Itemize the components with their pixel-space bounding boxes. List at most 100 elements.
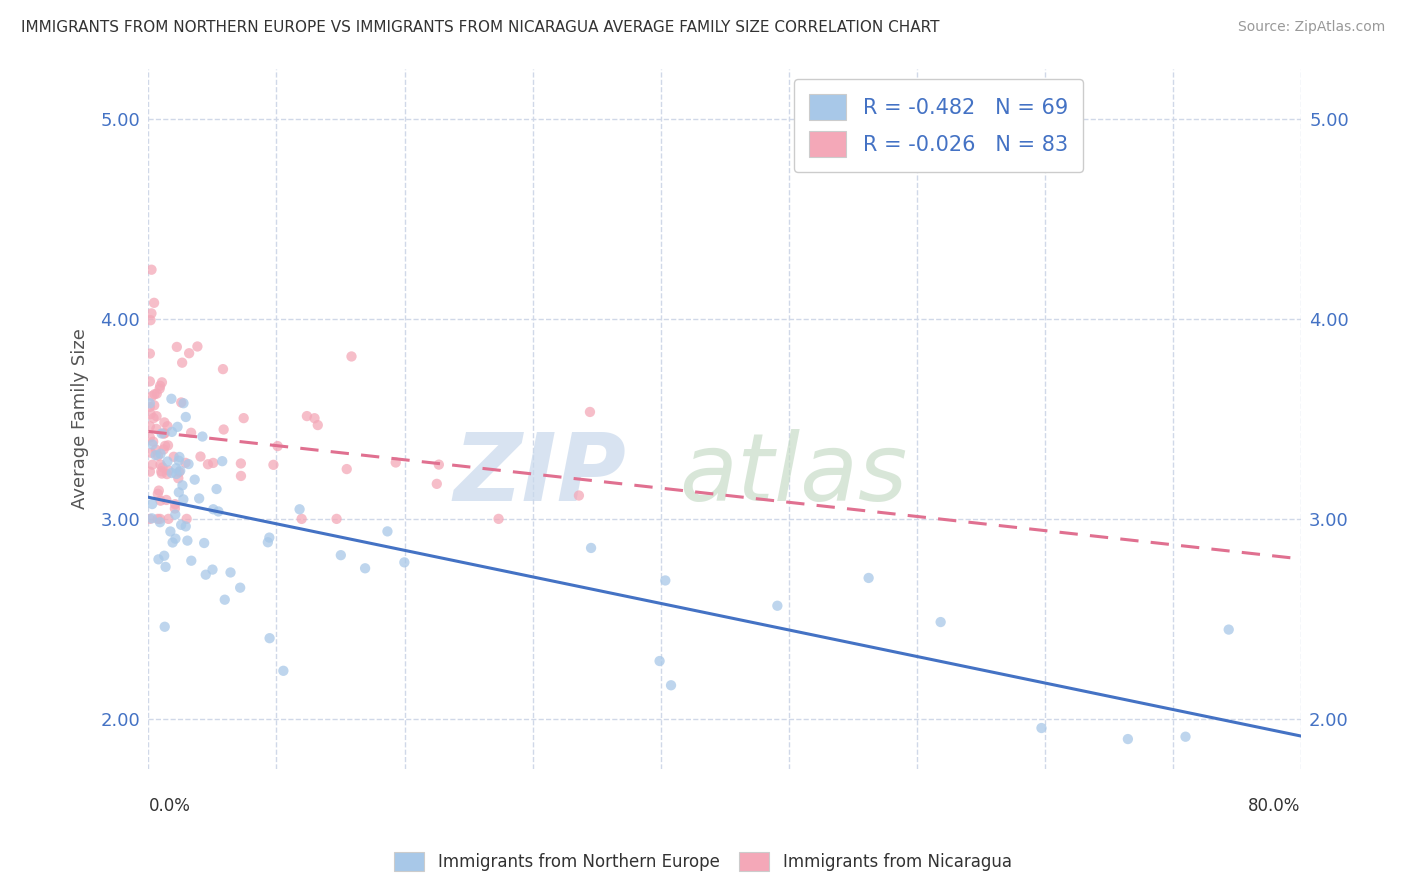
- Point: [153, 426, 176, 441]
- Point: [156, 454, 179, 468]
- Point: [141, 389, 163, 403]
- Point: [166, 467, 188, 481]
- Point: [1218, 623, 1240, 637]
- Point: [146, 512, 169, 526]
- Point: [648, 654, 671, 668]
- Point: [568, 489, 591, 503]
- Point: [166, 420, 188, 434]
- Point: [172, 356, 194, 370]
- Point: [155, 492, 177, 507]
- Point: [139, 396, 162, 410]
- Point: [179, 346, 201, 360]
- Point: [141, 437, 163, 451]
- Point: [167, 485, 190, 500]
- Point: [212, 362, 235, 376]
- Point: [139, 400, 162, 414]
- Point: [205, 482, 228, 496]
- Point: [165, 532, 187, 546]
- Point: [167, 471, 190, 485]
- Point: [141, 306, 163, 320]
- Point: [169, 465, 191, 479]
- Point: [153, 549, 176, 563]
- Point: [257, 535, 280, 549]
- Point: [190, 450, 212, 464]
- Point: [266, 439, 288, 453]
- Point: [139, 407, 162, 421]
- Point: [153, 416, 176, 430]
- Point: [174, 519, 197, 533]
- Point: [160, 466, 183, 480]
- Point: [173, 396, 195, 410]
- Point: [149, 515, 172, 529]
- Point: [929, 615, 952, 629]
- Point: [139, 375, 162, 389]
- Point: [170, 517, 193, 532]
- Point: [259, 631, 281, 645]
- Point: [143, 398, 166, 412]
- Point: [157, 512, 180, 526]
- Point: [141, 458, 163, 472]
- Point: [149, 458, 172, 472]
- Point: [394, 555, 416, 569]
- Point: [325, 512, 347, 526]
- Point: [159, 524, 181, 539]
- Point: [229, 469, 252, 483]
- Point: [329, 548, 352, 562]
- Point: [143, 387, 166, 401]
- Point: [232, 411, 254, 425]
- Point: [160, 425, 183, 439]
- Point: [194, 567, 217, 582]
- Point: [139, 313, 162, 327]
- Point: [377, 524, 399, 539]
- Point: [149, 379, 172, 393]
- Point: [141, 511, 163, 525]
- Point: [766, 599, 789, 613]
- Text: 80.0%: 80.0%: [1249, 797, 1301, 815]
- Point: [143, 295, 166, 310]
- Point: [149, 382, 172, 396]
- Text: atlas: atlas: [679, 429, 908, 520]
- Point: [288, 502, 311, 516]
- Point: [174, 456, 197, 470]
- Point: [229, 581, 252, 595]
- Point: [202, 456, 225, 470]
- Point: [141, 262, 163, 277]
- Text: IMMIGRANTS FROM NORTHERN EUROPE VS IMMIGRANTS FROM NICARAGUA AVERAGE FAMILY SIZE: IMMIGRANTS FROM NORTHERN EUROPE VS IMMIG…: [21, 20, 939, 35]
- Point: [354, 561, 377, 575]
- Point: [336, 462, 359, 476]
- Point: [229, 457, 252, 471]
- Point: [169, 464, 191, 478]
- Point: [340, 350, 363, 364]
- Point: [174, 409, 197, 424]
- Point: [172, 478, 194, 492]
- Point: [1116, 732, 1139, 747]
- Point: [146, 386, 169, 401]
- Point: [148, 483, 170, 498]
- Point: [139, 346, 162, 360]
- Point: [139, 419, 162, 434]
- Point: [142, 434, 165, 449]
- Point: [188, 491, 211, 506]
- Point: [654, 574, 676, 588]
- Point: [291, 512, 314, 526]
- Point: [146, 487, 169, 501]
- Point: [153, 620, 176, 634]
- Point: [139, 446, 162, 460]
- Point: [156, 438, 179, 452]
- Point: [145, 442, 167, 457]
- Point: [197, 457, 219, 471]
- Point: [176, 533, 198, 548]
- Point: [141, 497, 163, 511]
- Point: [211, 454, 233, 468]
- Point: [152, 442, 174, 457]
- Point: [214, 592, 236, 607]
- Point: [139, 430, 162, 444]
- Text: 0.0%: 0.0%: [149, 797, 190, 815]
- Point: [167, 453, 190, 467]
- Legend: R = -0.482   N = 69, R = -0.026   N = 83: R = -0.482 N = 69, R = -0.026 N = 83: [794, 78, 1083, 172]
- Point: [180, 554, 202, 568]
- Text: ZIP: ZIP: [454, 429, 627, 521]
- Point: [150, 464, 173, 478]
- Point: [165, 497, 187, 511]
- Point: [156, 467, 179, 481]
